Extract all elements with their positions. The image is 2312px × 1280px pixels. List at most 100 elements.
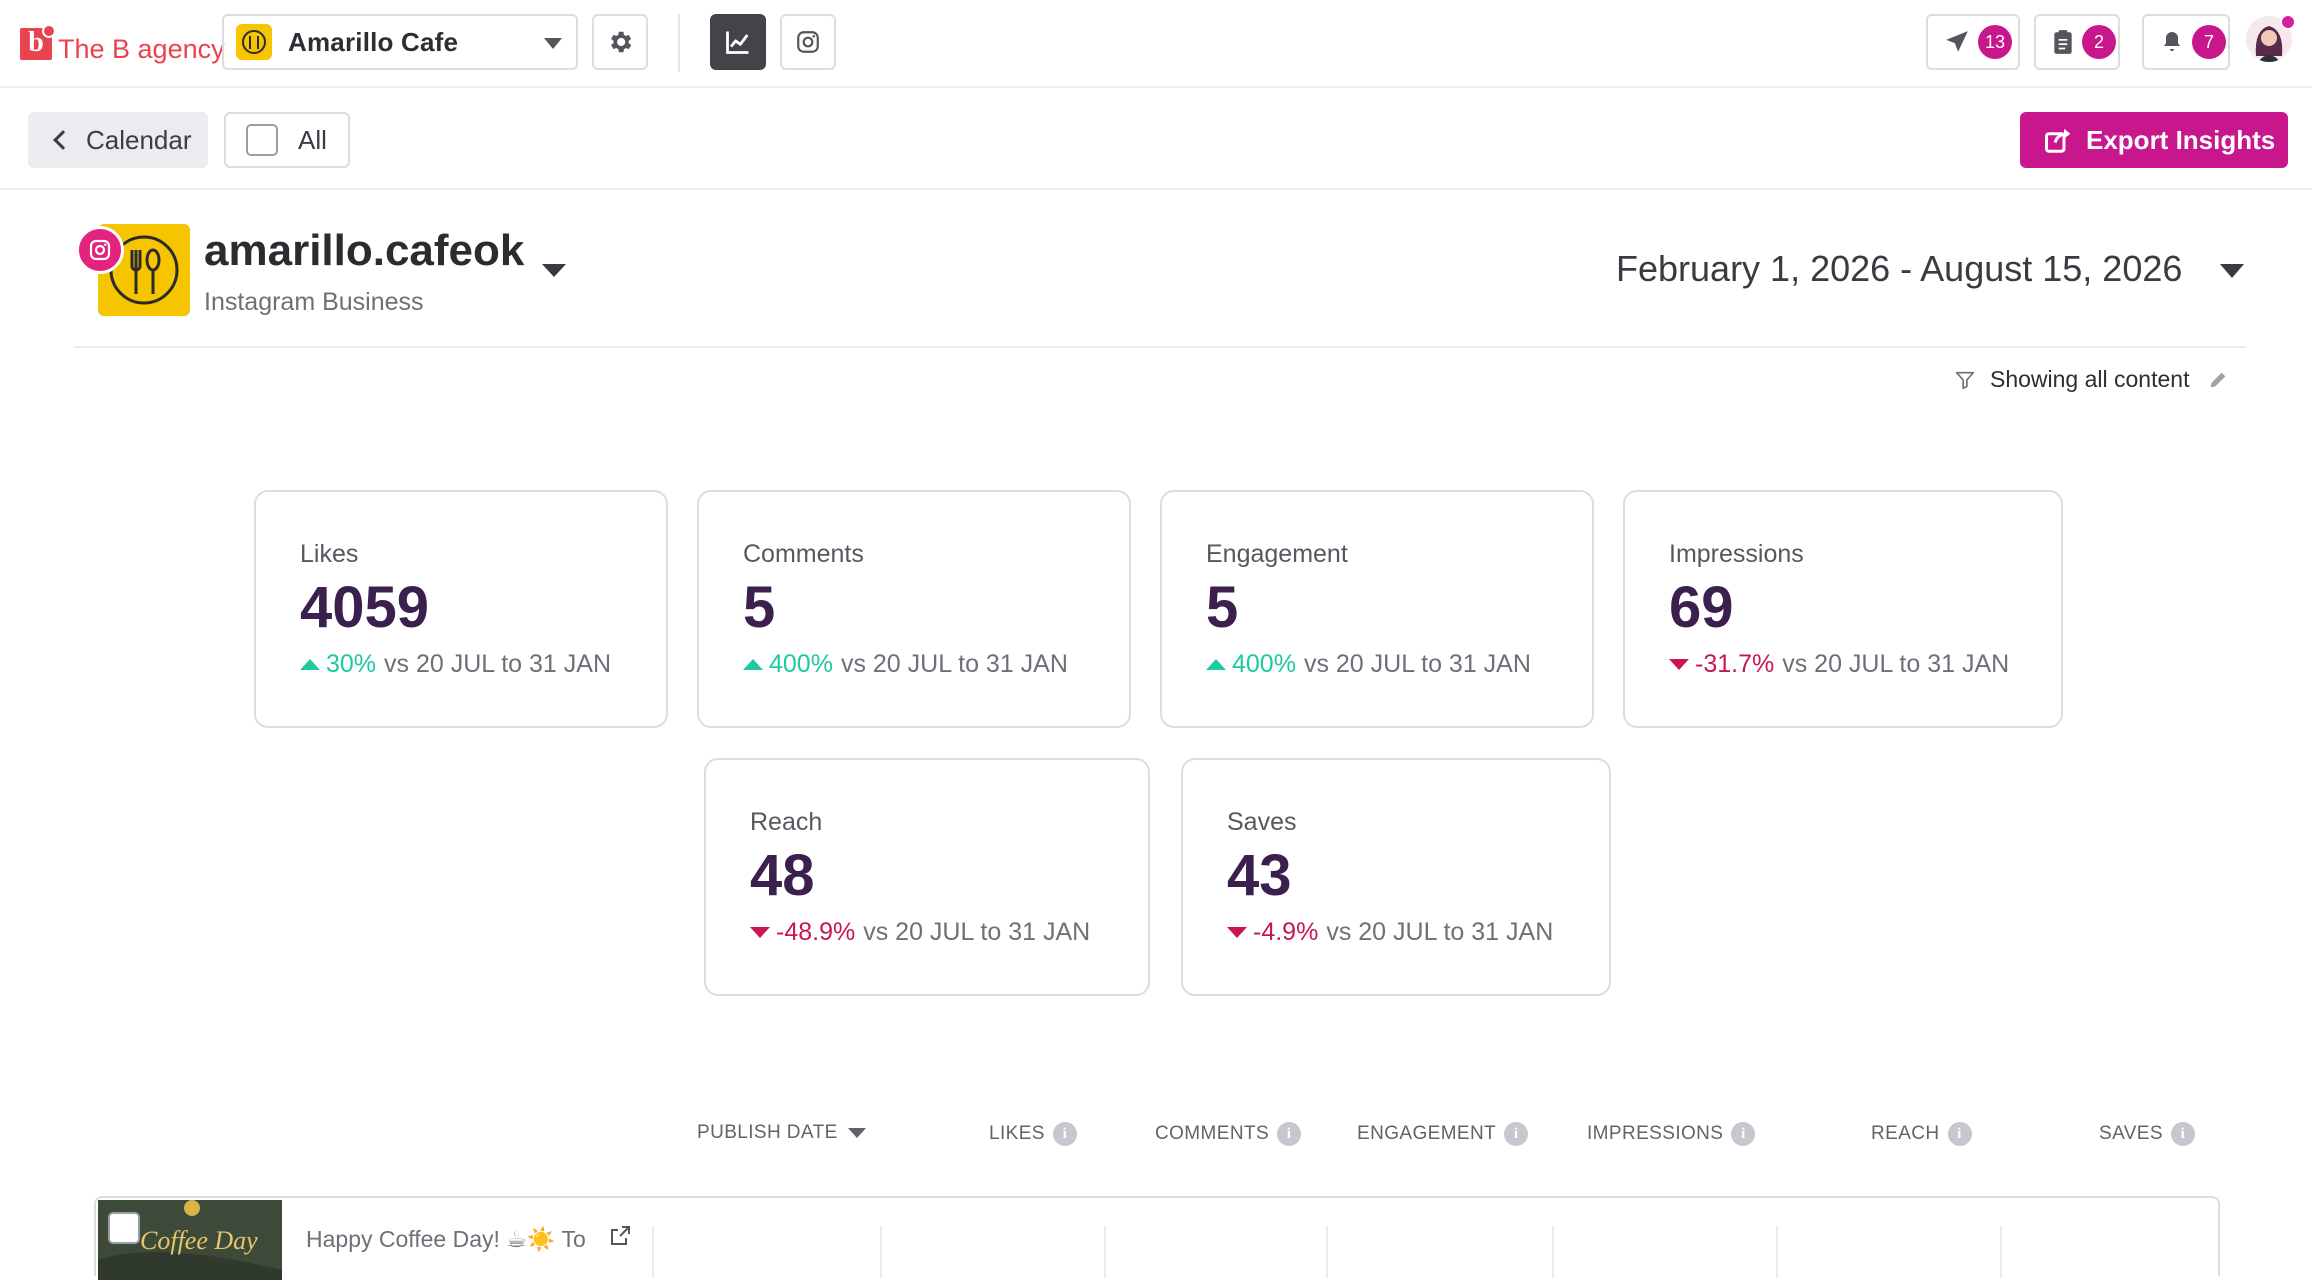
post-thumbnail[interactable]: Coffee Day [98, 1200, 282, 1280]
metric-value: 48 [750, 843, 815, 908]
info-icon[interactable]: i [1277, 1122, 1302, 1146]
filter-funnel-icon [1955, 371, 1975, 389]
metric-delta: 400% vs 20 JUL to 31 JAN [743, 650, 1068, 679]
insights-toolbar: Calendar All Export Insights [0, 90, 2312, 190]
page-selector-dropdown[interactable]: Amarillo Cafe [222, 14, 578, 70]
column-header-label: ENGAGEMENT [1357, 1123, 1497, 1144]
bell-icon [2164, 32, 2180, 51]
brand-name: The B agency [58, 34, 225, 64]
notifications-count-badge: 7 [2192, 25, 2226, 59]
select-all-label: All [298, 124, 327, 155]
column-header-saves[interactable]: SAVES i [2099, 1122, 2195, 1146]
column-header-label: SAVES [2099, 1123, 2163, 1144]
metric-delta-percent: -48.9% [776, 918, 856, 946]
table-row[interactable]: Coffee Day Happy Coffee Day! ☕☀️ To [94, 1196, 2220, 1280]
metric-label: Comments [743, 540, 864, 568]
instagram-view-button[interactable] [780, 14, 836, 70]
select-all-checkbox[interactable] [246, 124, 278, 156]
export-insights-button[interactable]: Export Insights [2020, 112, 2288, 168]
cell-divider [1326, 1226, 1328, 1278]
external-link-icon [611, 1226, 630, 1245]
cell-divider [1552, 1226, 1554, 1278]
page-avatar [236, 24, 272, 60]
instagram-icon [89, 239, 111, 261]
trend-up-icon [1206, 659, 1226, 670]
metric-delta: 400% vs 20 JUL to 31 JAN [1206, 650, 1531, 679]
thumbnail-text: Coffee Day [140, 1226, 258, 1255]
metric-delta: -4.9% vs 20 JUL to 31 JAN [1227, 918, 1553, 947]
metric-compare-period: vs 20 JUL to 31 JAN [840, 650, 1068, 678]
metric-label: Engagement [1206, 540, 1348, 568]
column-header-comments[interactable]: COMMENTS i [1155, 1122, 1302, 1146]
send-plane-icon [1946, 31, 1968, 52]
sort-chevron-down-icon [847, 1128, 866, 1138]
settings-gear-icon [611, 31, 632, 53]
metric-card-saves: Saves 43 -4.9% vs 20 JUL to 31 JAN [1181, 758, 1611, 996]
column-header-label: COMMENTS [1155, 1123, 1270, 1144]
date-range-picker[interactable]: February 1, 2026 - August 15, 2026 [1616, 248, 2183, 289]
trend-down-icon [750, 927, 770, 938]
export-button-label: Export Insights [2086, 124, 2276, 155]
row-checkbox[interactable] [108, 1212, 140, 1244]
metric-card-comments: Comments 5 400% vs 20 JUL to 31 JAN [697, 490, 1131, 728]
info-icon[interactable]: i [1052, 1122, 1077, 1146]
analytics-chart-icon [726, 31, 749, 54]
analytics-view-button[interactable] [710, 14, 766, 70]
metric-delta-percent: -31.7% [1695, 650, 1775, 678]
posts-count-badge: 2 [2082, 25, 2116, 59]
trend-down-icon [1669, 659, 1689, 670]
metric-label: Likes [300, 540, 359, 568]
column-header-engagement[interactable]: ENGAGEMENT i [1357, 1122, 1529, 1146]
metric-compare-period: vs 20 JUL to 31 JAN [1326, 918, 1554, 946]
edit-pencil-icon[interactable] [2207, 369, 2229, 391]
top-navigation-bar: b The B agency Amarillo Cafe [0, 0, 2312, 88]
select-all-toggle[interactable]: All [224, 112, 350, 168]
column-header-impressions[interactable]: IMPRESSIONS i [1587, 1122, 1756, 1146]
metric-delta-percent: 400% [1232, 650, 1296, 678]
metric-delta-percent: -4.9% [1253, 918, 1319, 946]
info-icon[interactable]: i [2170, 1122, 2195, 1146]
content-filter[interactable]: Showing all content [1954, 366, 2229, 393]
cafe-logo-icon [109, 235, 179, 305]
export-share-icon [2045, 128, 2071, 153]
user-status-dot [2280, 14, 2296, 30]
info-icon[interactable]: i [1947, 1122, 1972, 1146]
metric-compare-period: vs 20 JUL to 31 JAN [863, 918, 1091, 946]
column-header-likes[interactable]: LIKES i [989, 1122, 1077, 1146]
cell-divider [1104, 1226, 1106, 1278]
column-header-reach[interactable]: REACH i [1871, 1122, 1972, 1146]
metric-value: 4059 [300, 575, 430, 640]
metric-value: 5 [1206, 575, 1239, 640]
clipboard-icon [2054, 30, 2072, 54]
metric-compare-period: vs 20 JUL to 31 JAN [384, 650, 611, 678]
metric-card-engagement: Engagement 5 400% vs 20 JUL to 31 JAN [1160, 490, 1594, 728]
back-button-label: Calendar [86, 124, 192, 155]
open-post-button[interactable] [608, 1224, 632, 1253]
posts-clipboard-button[interactable]: 2 [2034, 14, 2120, 70]
date-range-chevron-icon[interactable] [2220, 264, 2244, 278]
metric-card-reach: Reach 48 -48.9% vs 20 JUL to 31 JAN [704, 758, 1150, 996]
info-icon[interactable]: i [1504, 1122, 1529, 1146]
back-to-calendar-button[interactable]: Calendar [28, 112, 208, 168]
profile-switch-chevron-icon[interactable] [542, 264, 566, 277]
user-avatar[interactable] [2246, 16, 2292, 62]
sent-items-button[interactable]: 13 [1926, 14, 2020, 70]
metric-value: 69 [1669, 575, 1734, 640]
settings-button[interactable] [592, 14, 648, 70]
metric-compare-period: vs 20 JUL to 31 JAN [1303, 650, 1531, 678]
page-selector-value: Amarillo Cafe [288, 26, 459, 57]
post-caption: Happy Coffee Day! ☕☀️ To [306, 1226, 586, 1252]
cell-divider [652, 1226, 654, 1278]
toolbar-divider [678, 14, 680, 72]
metric-delta-percent: 400% [769, 650, 833, 678]
brand-logo[interactable]: b The B agency [20, 22, 225, 65]
column-header-label: IMPRESSIONS [1587, 1123, 1724, 1144]
sent-count-badge: 13 [1978, 25, 2012, 59]
notifications-button[interactable]: 7 [2142, 14, 2230, 70]
column-header-publish-date[interactable]: PUBLISH DATE [697, 1122, 866, 1144]
filter-label: Showing all content [1990, 366, 2190, 392]
info-icon[interactable]: i [1731, 1122, 1756, 1146]
chevron-down-icon [544, 38, 562, 49]
metric-delta-percent: 30% [326, 650, 377, 678]
header-divider [74, 346, 2246, 348]
